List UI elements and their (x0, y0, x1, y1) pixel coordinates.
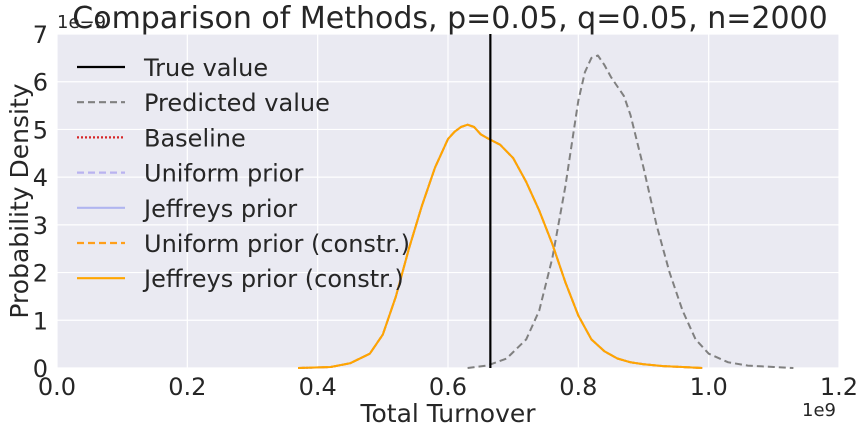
x-tick-label: 1.0 (690, 373, 728, 401)
legend-label-0: True value (143, 54, 268, 82)
legend-label-5: Uniform prior (constr.) (144, 230, 410, 258)
x-tick-label: 0.6 (429, 373, 467, 401)
x-axis-label: Total Turnover (359, 399, 536, 428)
x-tick-label: 0.2 (168, 373, 206, 401)
legend-label-6: Jeffreys prior (constr.) (142, 265, 404, 293)
y-scale-label: 1e−9 (57, 12, 106, 33)
y-tick-label: 0 (33, 355, 48, 383)
series-line-6 (298, 123, 703, 369)
legend-label-1: Predicted value (144, 89, 330, 117)
x-tick-label: 0.0 (38, 373, 76, 401)
y-tick-label: 2 (33, 260, 48, 288)
y-tick-label: 5 (33, 116, 48, 144)
x-tick-label: 0.4 (299, 373, 337, 401)
tick-labels: 0.0 0.2 0.4 0.6 0.8 1.0 1.2 0 1 2 3 4 5 6 7 (33, 21, 858, 401)
x-scale-label: 1e9 (802, 400, 836, 421)
y-axis-label: Probability Density (5, 83, 34, 318)
series-line-1 (467, 54, 794, 369)
chart-title: Comparison of Methods, p=0.05, q=0.05, n… (72, 1, 827, 36)
y-tick-label: 3 (33, 212, 48, 240)
x-tick-label: 1.2 (820, 373, 858, 401)
y-tick-label: 1 (33, 307, 48, 335)
y-tick-label: 7 (33, 21, 48, 49)
legend-label-3: Uniform prior (144, 160, 303, 188)
legend-label-2: Baseline (144, 124, 246, 152)
y-tick-label: 4 (33, 164, 48, 192)
x-tick-label: 0.8 (559, 373, 597, 401)
legend: True value Predicted value Baseline Uniform… (77, 54, 410, 293)
legend-label-4: Jeffreys prior (142, 195, 297, 223)
series-lines (298, 34, 794, 369)
grid (56, 33, 840, 369)
y-tick-label: 6 (33, 69, 48, 97)
